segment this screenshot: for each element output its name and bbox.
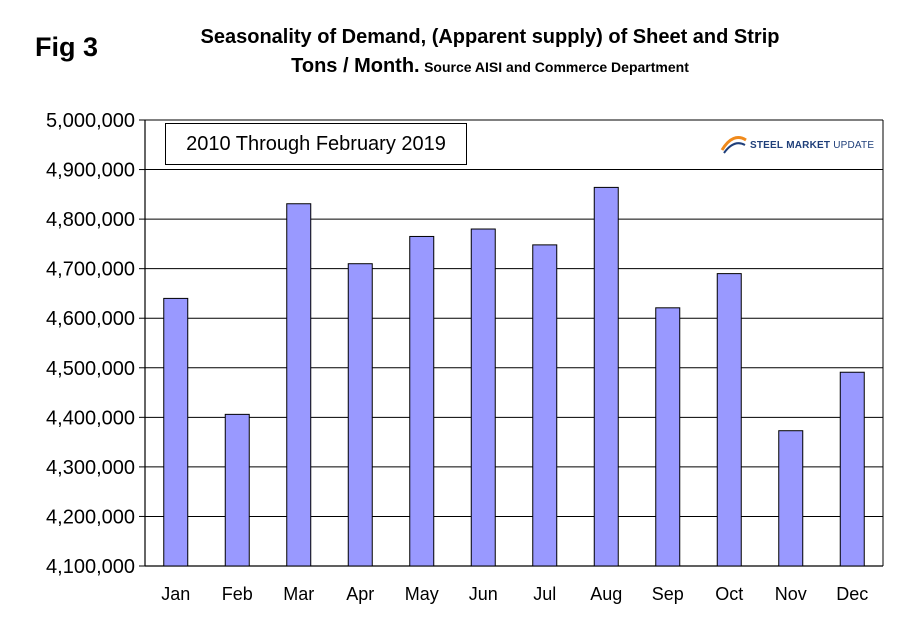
x-tick-label: Jan xyxy=(161,584,190,604)
bar-may xyxy=(409,235,435,567)
logo-text: STEEL MARKET UPDATE xyxy=(750,140,874,151)
chart-subtitle-source: Source AISI and Commerce Department xyxy=(424,59,689,75)
x-tick-label: Mar xyxy=(283,584,314,604)
chart-subtitle-units: Tons / Month. xyxy=(291,55,420,77)
logo-word-market: MARKET xyxy=(786,140,831,151)
chart-subtitle: Tons / Month. Source AISI and Commerce D… xyxy=(160,55,820,78)
bar-oct xyxy=(716,273,742,567)
x-tick-label: Dec xyxy=(836,584,868,604)
y-tick-label: 4,200,000 xyxy=(46,506,135,528)
bar-apr xyxy=(347,263,373,567)
bar-mar xyxy=(286,203,312,567)
bar-aug xyxy=(593,186,619,567)
y-tick-label: 4,600,000 xyxy=(46,308,135,330)
bar-jun xyxy=(470,228,496,567)
figure-label: Fig 3 xyxy=(35,32,99,62)
x-tick-label: Sep xyxy=(652,584,684,604)
y-tick-label: 4,700,000 xyxy=(46,259,135,281)
y-tick-label: 4,500,000 xyxy=(46,358,135,380)
bar-jul xyxy=(532,244,558,567)
x-tick-label: May xyxy=(405,584,439,604)
x-tick-label: Jun xyxy=(469,584,498,604)
y-tick-label: 4,400,000 xyxy=(46,407,135,429)
bar-jan xyxy=(163,297,189,567)
steel-market-update-logo: STEEL MARKET UPDATE xyxy=(718,130,874,160)
y-tick-label: 4,900,000 xyxy=(46,160,135,182)
x-tick-label: Jul xyxy=(533,584,556,604)
logo-word-update: UPDATE xyxy=(833,140,875,151)
x-tick-label: Feb xyxy=(222,584,253,604)
y-tick-label: 4,100,000 xyxy=(46,556,135,578)
logo-swoosh-icon xyxy=(720,136,747,154)
bar-dec xyxy=(839,371,865,567)
y-tick-label: 5,000,000 xyxy=(46,110,135,132)
x-tick-label: Apr xyxy=(346,584,374,604)
bar-feb xyxy=(224,413,250,567)
chart-title: Seasonality of Demand, (Apparent supply)… xyxy=(200,26,780,48)
x-tick-label: Aug xyxy=(590,584,622,604)
bar-nov xyxy=(778,430,804,567)
y-tick-label: 4,300,000 xyxy=(46,457,135,479)
bar-sep xyxy=(655,307,681,567)
x-tick-label: Nov xyxy=(775,584,807,604)
y-tick-label: 4,800,000 xyxy=(46,209,135,231)
x-tick-label: Oct xyxy=(715,584,743,604)
logo-word-steel: STEEL xyxy=(750,140,784,151)
date-range-annotation: 2010 Through February 2019 xyxy=(165,123,467,165)
